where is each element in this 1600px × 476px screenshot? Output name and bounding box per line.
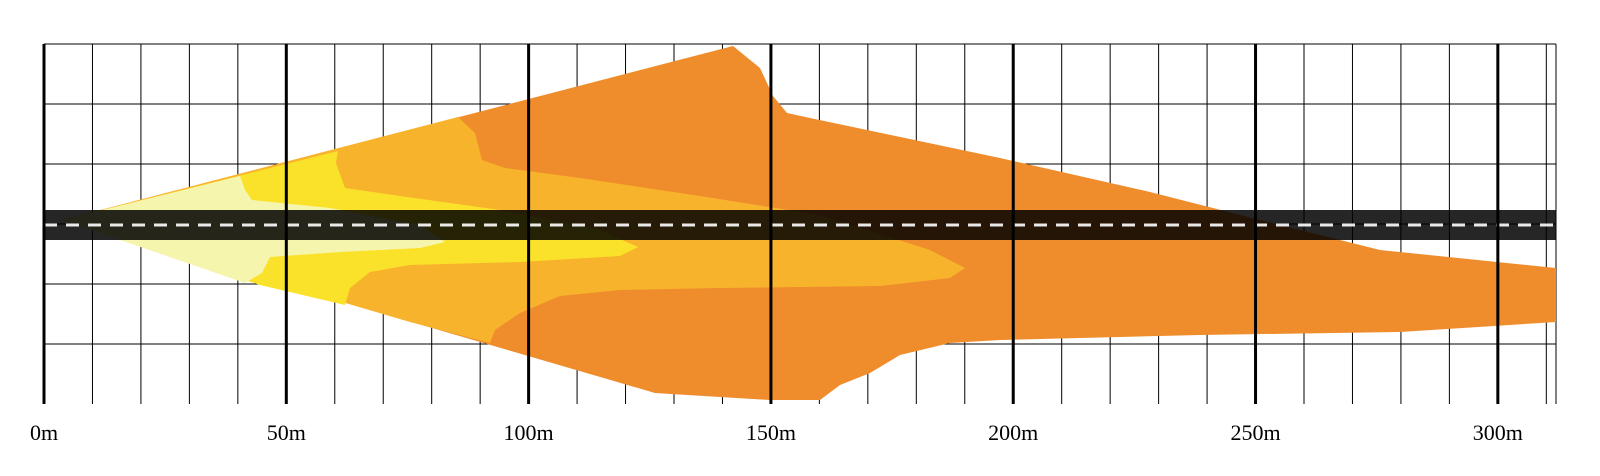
x-tick-label-0: 0m — [30, 420, 58, 445]
x-tick-label-50: 50m — [267, 420, 306, 445]
road — [44, 210, 1556, 240]
grid-major-lines — [42, 44, 1500, 404]
x-tick-label-250: 250m — [1230, 420, 1280, 445]
x-axis-tick-labels: 0m 50m 100m 150m 200m 250m 300m — [30, 420, 1523, 445]
x-tick-label-150: 150m — [746, 420, 796, 445]
x-tick-label-100: 100m — [504, 420, 554, 445]
x-tick-label-200: 200m — [988, 420, 1038, 445]
x-tick-label-300: 300m — [1473, 420, 1523, 445]
